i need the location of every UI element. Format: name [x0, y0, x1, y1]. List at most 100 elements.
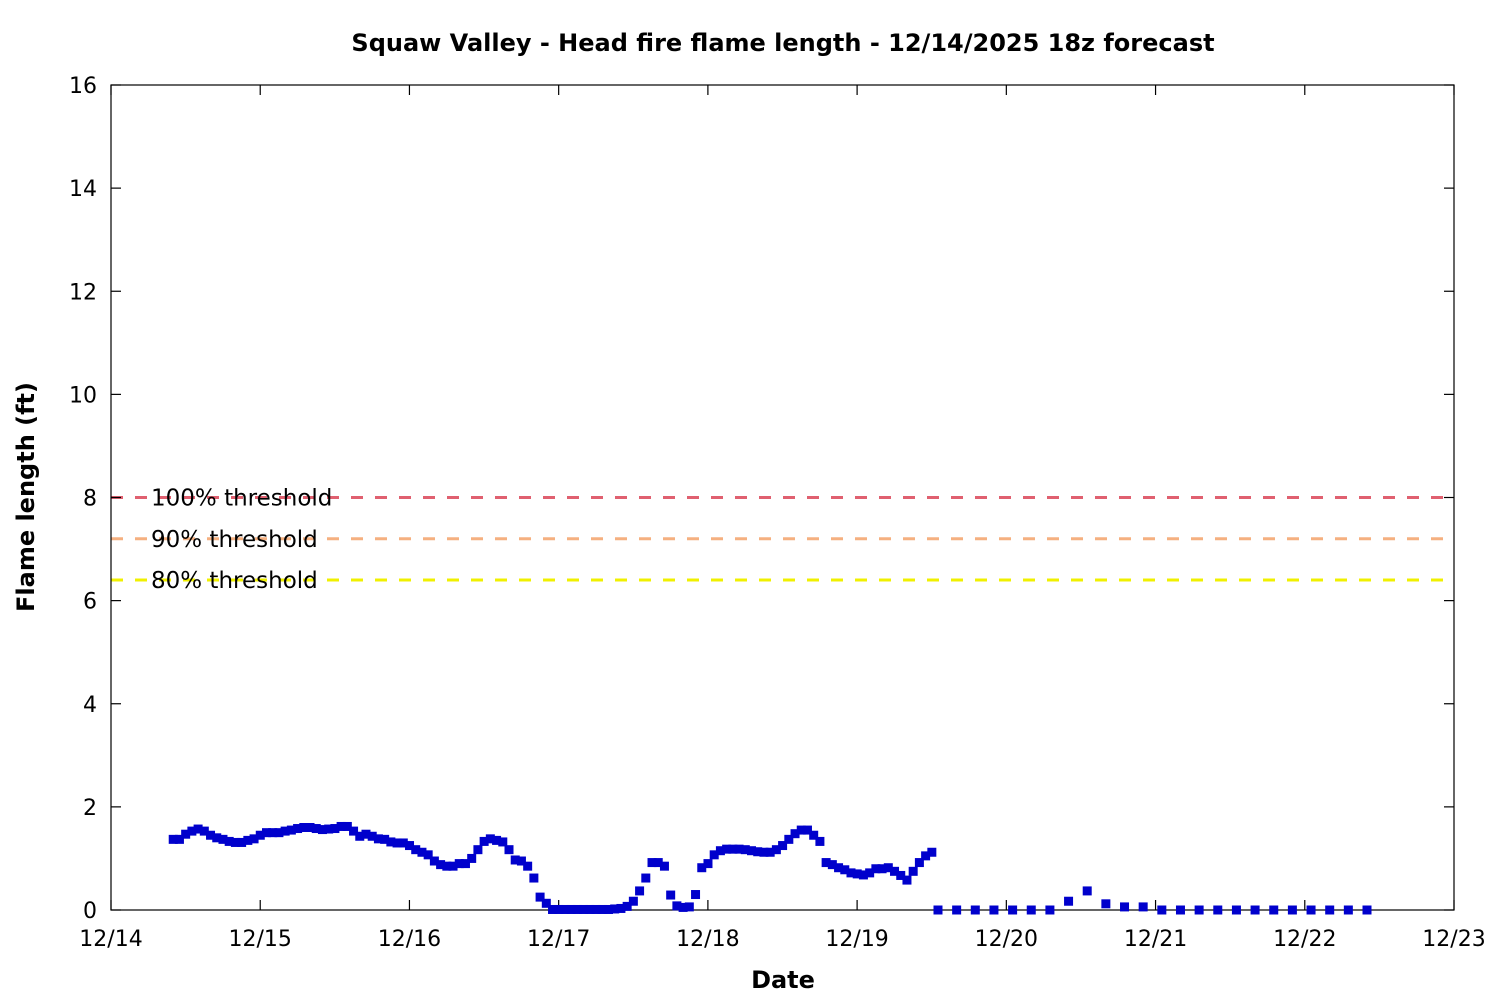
y-tick-label: 6: [83, 590, 97, 615]
data-point: [678, 902, 688, 912]
data-point: [734, 844, 744, 854]
data-point: [460, 859, 470, 869]
data-point: [349, 826, 359, 836]
data-point: [492, 835, 502, 845]
data-point: [405, 841, 415, 851]
data-point: [479, 836, 489, 846]
data-point: [566, 904, 576, 914]
data-point: [1120, 902, 1130, 912]
data-point: [1194, 905, 1204, 915]
x-tick-label: 12/19: [825, 927, 888, 952]
data-point: [759, 847, 769, 857]
data-point: [373, 834, 383, 844]
data-point: [199, 826, 209, 836]
data-point: [181, 829, 191, 839]
threshold-legend: 100% threshold 90% threshold 80% threshold: [151, 486, 332, 595]
data-point: [753, 847, 763, 857]
data-point: [572, 904, 582, 914]
data-point: [268, 828, 278, 838]
data-point: [610, 904, 620, 914]
data-point: [498, 837, 508, 847]
data-point: [765, 847, 775, 857]
y-tick-label: 16: [69, 74, 97, 99]
data-point: [380, 834, 390, 844]
data-point: [722, 844, 732, 854]
data-points: [168, 821, 1372, 915]
data-point: [1250, 905, 1260, 915]
data-point: [1175, 905, 1185, 915]
data-point: [1287, 905, 1297, 915]
data-point: [579, 904, 589, 914]
data-point: [635, 886, 645, 896]
threshold-lines: [111, 496, 1454, 582]
data-point: [1325, 905, 1335, 915]
x-tick-label: 12/23: [1422, 927, 1485, 952]
data-point: [865, 868, 875, 878]
data-point: [485, 834, 495, 844]
data-point: [218, 834, 228, 844]
data-point: [429, 856, 439, 866]
y-tick-label: 0: [83, 899, 97, 924]
data-point: [473, 845, 483, 855]
data-point: [840, 865, 850, 875]
data-point: [1101, 899, 1111, 909]
data-point: [784, 834, 794, 844]
data-point: [510, 855, 520, 865]
data-point: [802, 825, 812, 835]
data-point: [299, 823, 309, 832]
data-point: [691, 890, 701, 900]
data-point: [554, 904, 564, 914]
data-point: [715, 846, 725, 856]
y-tick-label: 14: [69, 177, 97, 202]
data-point: [1064, 896, 1074, 906]
data-point: [324, 824, 334, 834]
data-point: [890, 866, 900, 876]
x-tick-label: 12/20: [975, 927, 1038, 952]
legend-entry-2: 80% threshold: [151, 568, 318, 594]
data-point: [927, 847, 937, 857]
data-point: [206, 830, 216, 840]
data-point: [1362, 905, 1372, 915]
data-point: [1213, 905, 1223, 915]
data-point: [703, 859, 713, 869]
data-point: [224, 836, 234, 846]
data-point: [697, 863, 707, 873]
data-point: [454, 859, 464, 869]
x-tick-label: 12/18: [676, 927, 739, 952]
data-point: [591, 904, 601, 914]
data-point: [666, 890, 676, 900]
data-point: [1082, 886, 1092, 896]
data-point: [448, 861, 458, 871]
x-tick-label: 12/21: [1124, 927, 1187, 952]
data-point: [834, 863, 844, 873]
data-point: [821, 858, 831, 868]
data-point: [585, 904, 595, 914]
data-point: [989, 905, 999, 915]
data-point: [778, 841, 788, 851]
legend-entry-1: 90% threshold: [151, 527, 318, 553]
data-point: [411, 845, 421, 855]
data-point: [747, 846, 757, 856]
data-point: [902, 875, 912, 885]
data-point: [535, 892, 545, 902]
data-point: [1008, 905, 1018, 915]
data-point: [523, 861, 533, 871]
data-point: [274, 828, 284, 838]
data-point: [896, 870, 906, 880]
data-point: [1231, 905, 1241, 915]
data-point: [516, 856, 526, 866]
plot-area-frame: [110, 84, 1455, 911]
data-point: [597, 904, 607, 914]
data-point: [330, 824, 340, 834]
data-point: [212, 833, 222, 843]
data-point: [237, 837, 247, 847]
data-point: [417, 847, 427, 857]
data-point: [317, 825, 327, 835]
data-point: [336, 821, 346, 831]
data-point: [398, 838, 408, 848]
data-point: [305, 823, 315, 832]
data-point: [827, 860, 837, 870]
data-point: [174, 834, 184, 844]
data-point: [809, 830, 819, 840]
data-point: [728, 844, 738, 854]
